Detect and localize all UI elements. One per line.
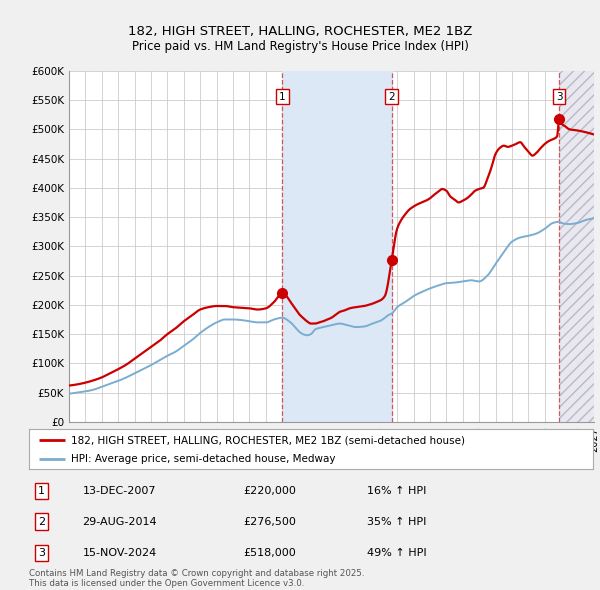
Text: Price paid vs. HM Land Registry's House Price Index (HPI): Price paid vs. HM Land Registry's House … bbox=[131, 40, 469, 53]
Bar bbox=[559, 71, 594, 422]
Text: 3: 3 bbox=[38, 548, 45, 558]
Text: 35% ↑ HPI: 35% ↑ HPI bbox=[367, 517, 427, 526]
Text: 1: 1 bbox=[279, 91, 286, 101]
Text: 2: 2 bbox=[388, 91, 395, 101]
Text: 13-DEC-2007: 13-DEC-2007 bbox=[82, 486, 156, 496]
Text: £220,000: £220,000 bbox=[243, 486, 296, 496]
Text: £518,000: £518,000 bbox=[243, 548, 296, 558]
Text: 1: 1 bbox=[38, 486, 45, 496]
Text: 49% ↑ HPI: 49% ↑ HPI bbox=[367, 548, 427, 558]
Text: £276,500: £276,500 bbox=[243, 517, 296, 526]
Text: Contains HM Land Registry data © Crown copyright and database right 2025.
This d: Contains HM Land Registry data © Crown c… bbox=[29, 569, 364, 588]
Text: 16% ↑ HPI: 16% ↑ HPI bbox=[367, 486, 427, 496]
Bar bbox=[282, 71, 392, 422]
Text: 182, HIGH STREET, HALLING, ROCHESTER, ME2 1BZ: 182, HIGH STREET, HALLING, ROCHESTER, ME… bbox=[128, 25, 472, 38]
Text: 2: 2 bbox=[38, 517, 45, 526]
Text: 182, HIGH STREET, HALLING, ROCHESTER, ME2 1BZ (semi-detached house): 182, HIGH STREET, HALLING, ROCHESTER, ME… bbox=[71, 435, 465, 445]
Text: 15-NOV-2024: 15-NOV-2024 bbox=[82, 548, 157, 558]
Text: 3: 3 bbox=[556, 91, 563, 101]
Text: 29-AUG-2014: 29-AUG-2014 bbox=[82, 517, 157, 526]
Text: HPI: Average price, semi-detached house, Medway: HPI: Average price, semi-detached house,… bbox=[71, 454, 335, 464]
